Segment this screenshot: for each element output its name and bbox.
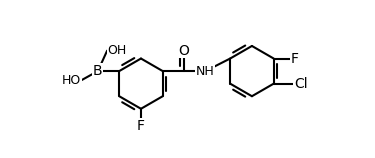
Text: B: B <box>93 64 103 78</box>
Text: F: F <box>290 52 298 66</box>
Text: HO: HO <box>62 74 81 87</box>
Text: F: F <box>137 118 145 133</box>
Text: O: O <box>178 44 189 58</box>
Text: Cl: Cl <box>294 77 308 91</box>
Text: OH: OH <box>107 44 126 57</box>
Text: NH: NH <box>196 65 215 78</box>
